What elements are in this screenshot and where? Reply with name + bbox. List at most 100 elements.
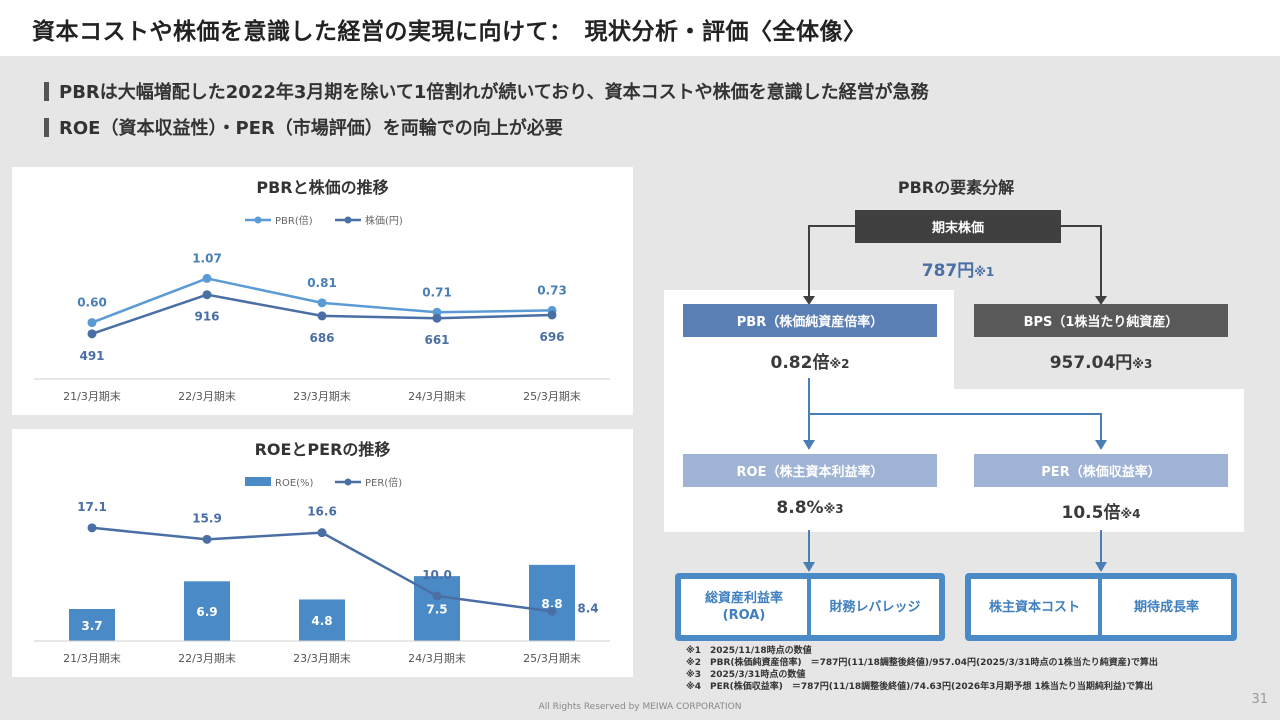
roe-bar [69, 608, 115, 641]
roe-bar [299, 599, 345, 641]
legend-label: PBR(倍) [275, 214, 313, 227]
bullet-1-text: PBRは大幅増配した2022年3月期を除いて1倍割れが続いており、資本コストや株… [59, 82, 929, 103]
footnote-1: ※1 2025/11/18時点の数値 [686, 646, 812, 656]
roe-chart-title: ROEとPERの推移 [254, 440, 391, 459]
bullet-1: PBRは大幅増配した2022年3月期を除いて1倍割れが続いており、資本コストや株… [44, 78, 929, 104]
legend-label: ROE(%) [275, 478, 314, 489]
footnote-4: ※4 PER(株価収益率) ＝787円(11/18調整後終値)/74.63円(2… [686, 682, 1153, 692]
price-point [202, 290, 212, 300]
price-data-label: 916 [194, 310, 219, 324]
per-data-label: 8.4 [577, 601, 598, 615]
x-tick-label: 22/3月期末 [178, 651, 236, 665]
pbr-point [317, 298, 327, 308]
roe-data-label: 8.8 [541, 597, 562, 611]
bps-value-text: 957.04円 [1049, 353, 1133, 373]
pbr-box: PBR（株価純資産倍率） [683, 304, 937, 337]
x-tick-label: 21/3月期末 [63, 389, 121, 403]
per-value: 10.5倍※4 [974, 498, 1228, 523]
per-box: PER（株価収益率） [974, 454, 1228, 487]
pbr-data-label: 0.60 [77, 296, 107, 310]
price-data-label: 686 [309, 331, 334, 345]
growth-cell: 期待成長率 [1102, 579, 1231, 635]
roa-cell: 総資産利益率 (ROA) [681, 579, 807, 635]
roe-chart-panel: ROEとPERの推移 ROE(%) PER(倍) 3.7 6.9 4.8 7.5 8.8 21… [12, 429, 633, 677]
price-point [87, 329, 97, 339]
per-note: ※4 [1120, 507, 1141, 521]
roe-bar [529, 564, 575, 641]
roe-chart: ROE(%) PER(倍) 3.7 6.9 4.8 7.5 8.8 21/3月期末 22/3月期… [34, 476, 610, 665]
legend-marker [344, 478, 352, 486]
roe-factors-group: 総資産利益率 (ROA) 財務レバレッジ [675, 573, 945, 641]
arrow-head [1095, 562, 1107, 572]
bullet-2-text: ROE（資本収益性）・PER（市場評価）を両輪での向上が必要 [59, 118, 563, 139]
pbr-note: ※2 [829, 357, 850, 371]
pbr-data-label: 0.73 [537, 283, 567, 297]
price-value-text: 787円 [921, 261, 975, 281]
footnotes: ※1 2025/11/18時点の数値 ※2 PBR(株価純資産倍率) ＝787円… [686, 645, 1158, 693]
pbr-chart-panel: PBRと株価の推移 PBR(倍) 株価(円) 21/3月期末 22/3月期末 23/3月… [12, 167, 633, 415]
per-point [317, 528, 327, 538]
per-point [547, 606, 557, 616]
per-point [202, 534, 212, 544]
x-tick-label: 22/3月期末 [178, 389, 236, 403]
leverage-cell: 財務レバレッジ [811, 579, 939, 635]
per-data-label: 16.6 [307, 505, 337, 519]
arrow-head [803, 562, 815, 572]
slide-title: 資本コストや株価を意識した経営の実現に向けて： 現状分析・評価〈全体像〉 [32, 19, 867, 45]
per-data-label: 17.1 [77, 500, 107, 514]
price-note: ※1 [974, 265, 995, 279]
roe-bar [184, 581, 230, 641]
per-value-text: 10.5倍 [1061, 503, 1121, 523]
per-point [432, 591, 442, 601]
arrow-head [803, 440, 815, 450]
footnote-2: ※2 PBR(株価純資産倍率) ＝787円(11/18調整後終値)/957.04… [686, 658, 1158, 668]
pbr-value-text: 0.82倍 [770, 353, 830, 373]
price-data-label: 696 [539, 330, 564, 344]
bps-box: BPS（1株当たり純資産） [974, 304, 1228, 337]
per-point [87, 523, 97, 533]
x-tick-label: 21/3月期末 [63, 651, 121, 665]
bullet-bar [44, 118, 49, 137]
pbr-data-label: 0.71 [422, 285, 452, 299]
roe-value-text: 8.8% [776, 498, 824, 518]
pbr-data-label: 0.81 [307, 276, 337, 290]
legend-marker [254, 216, 262, 224]
legend-label: PER(倍) [365, 476, 402, 489]
roe-note: ※3 [823, 502, 844, 516]
bps-note: ※3 [1132, 357, 1153, 371]
price-point [317, 311, 327, 321]
pbr-chart: PBR(倍) 株価(円) 21/3月期末 22/3月期末 23/3月期末 24/3月期末 2… [34, 214, 610, 403]
pbr-value: 0.82倍※2 [683, 348, 937, 373]
x-tick-label: 25/3月期末 [523, 651, 581, 665]
x-tick-label: 25/3月期末 [523, 389, 581, 403]
x-tick-label: 23/3月期末 [293, 389, 351, 403]
roe-box: ROE（株主資本利益率） [683, 454, 937, 487]
roe-data-label: 4.8 [311, 614, 332, 628]
legend-bar [245, 477, 271, 486]
price-point [547, 310, 557, 320]
legend-label: 株価(円) [365, 214, 403, 227]
bps-value: 957.04円※3 [974, 348, 1228, 373]
pbr-point [202, 273, 212, 283]
pbr-data-label: 1.07 [192, 251, 222, 265]
legend-marker [344, 216, 352, 224]
per-factors-group: 株主資本コスト 期待成長率 [965, 573, 1237, 641]
footer: All Rights Reserved by MEIWA CORPORATION [538, 702, 742, 712]
price-box: 期末株価 [855, 210, 1061, 243]
pbr-point [87, 318, 97, 328]
roe-data-label: 7.5 [426, 603, 447, 617]
per-line [91, 526, 553, 613]
per-data-label: 15.9 [192, 511, 222, 525]
page-number: 31 [1251, 692, 1268, 707]
price-data-label: 491 [79, 349, 104, 363]
per-data-label: 10.0 [422, 568, 452, 582]
price-data-label: 661 [424, 333, 449, 347]
footnote-3: ※3 2025/3/31時点の数値 [686, 670, 806, 680]
x-tick-label: 23/3月期末 [293, 651, 351, 665]
price-value: 787円※1 [855, 256, 1061, 281]
x-tick-label: 24/3月期末 [408, 651, 466, 665]
bullet-bar [44, 82, 49, 101]
price-point [432, 313, 442, 323]
decomposition-title: PBRの要素分解 [897, 178, 1015, 197]
roe-data-label: 6.9 [196, 605, 217, 619]
